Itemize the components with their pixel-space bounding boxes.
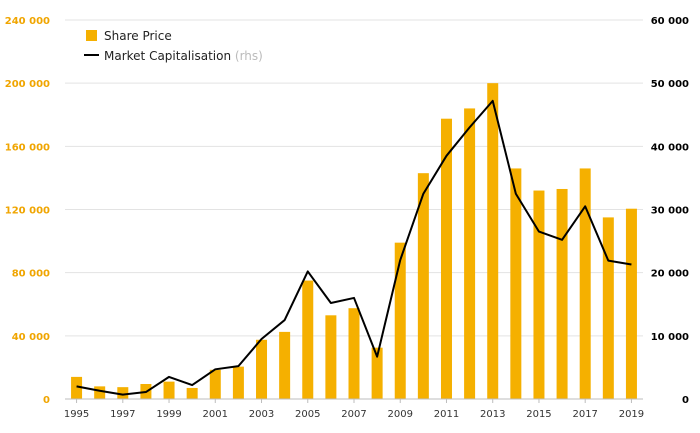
bar-share-price [602,217,614,399]
legend-label-market-cap: Market Capitalisation (rhs) [104,49,263,63]
y-left-tick-label: 0 [43,395,50,406]
bar-share-price [510,168,522,399]
bar-share-price [117,387,129,399]
y-right-tick-label: 30 000 [651,206,689,217]
x-tick-label: 1997 [110,409,135,420]
x-tick-label: 2007 [341,409,366,420]
x-tick-label: 2011 [434,409,459,420]
bar-share-price [94,386,106,399]
bar-share-price [232,366,244,399]
line-market-capitalisation [76,99,632,396]
bar-share-price [163,381,175,399]
bar-share-price [348,308,360,399]
y-left-tick-label: 240 000 [5,16,50,27]
bar-share-price [440,118,452,400]
bar-share-price [394,242,406,399]
bar-share-price [186,387,198,399]
y-left-tick-label: 80 000 [12,269,50,280]
y-right-tick-label: 60 000 [651,16,689,27]
legend-swatch-share-price [86,30,97,41]
y-right-tick-label: 40 000 [651,142,689,153]
bar-share-price [533,190,545,399]
x-tick-label: 2013 [480,409,505,420]
y-right-tick-label: 50 000 [651,79,689,90]
y-right-tick-label: 20 000 [651,269,689,280]
grid [65,19,643,400]
market-cap-line [76,99,632,396]
bar-share-price [209,369,221,399]
bar-share-price [579,168,591,399]
axes: 0 0 40 000 10 000 80 000 20 000 120 000 30 000 1… [5,16,689,420]
x-tick-label: 2015 [526,409,551,420]
bar-share-price [71,376,83,399]
bar-share-price [279,331,291,399]
x-tick-label: 2009 [388,409,413,420]
bar-share-price [371,347,383,399]
y-left-tick-label: 40 000 [12,332,50,343]
bar-share-price [302,280,314,399]
x-tick-label: 2003 [249,409,274,420]
x-tick-label: 1999 [156,409,181,420]
x-tick-label: 1995 [64,409,89,420]
x-tick-label: 2001 [203,409,228,420]
y-left-tick-label: 200 000 [5,79,50,90]
y-left-tick-label: 160 000 [5,142,50,153]
bar-share-price [625,208,637,399]
bar-share-price [487,83,499,400]
y-right-tick-label: 10 000 [651,332,689,343]
bar-share-price [256,339,268,399]
bar-share-price [325,315,337,399]
bar-share-price [464,108,476,399]
x-tick-label: 2019 [619,409,644,420]
bar-share-price [556,188,568,399]
legend-label-share-price: Share Price [104,29,172,43]
bar-share-price [417,173,429,399]
y-right-tick-label: 0 [682,395,689,406]
share-price-bars [71,83,637,400]
x-tick-label: 2017 [572,409,597,420]
y-left-tick-label: 120 000 [5,206,50,217]
legend: Share Price Market Capitalisation (rhs) [84,29,263,63]
x-tick-label: 2005 [295,409,320,420]
